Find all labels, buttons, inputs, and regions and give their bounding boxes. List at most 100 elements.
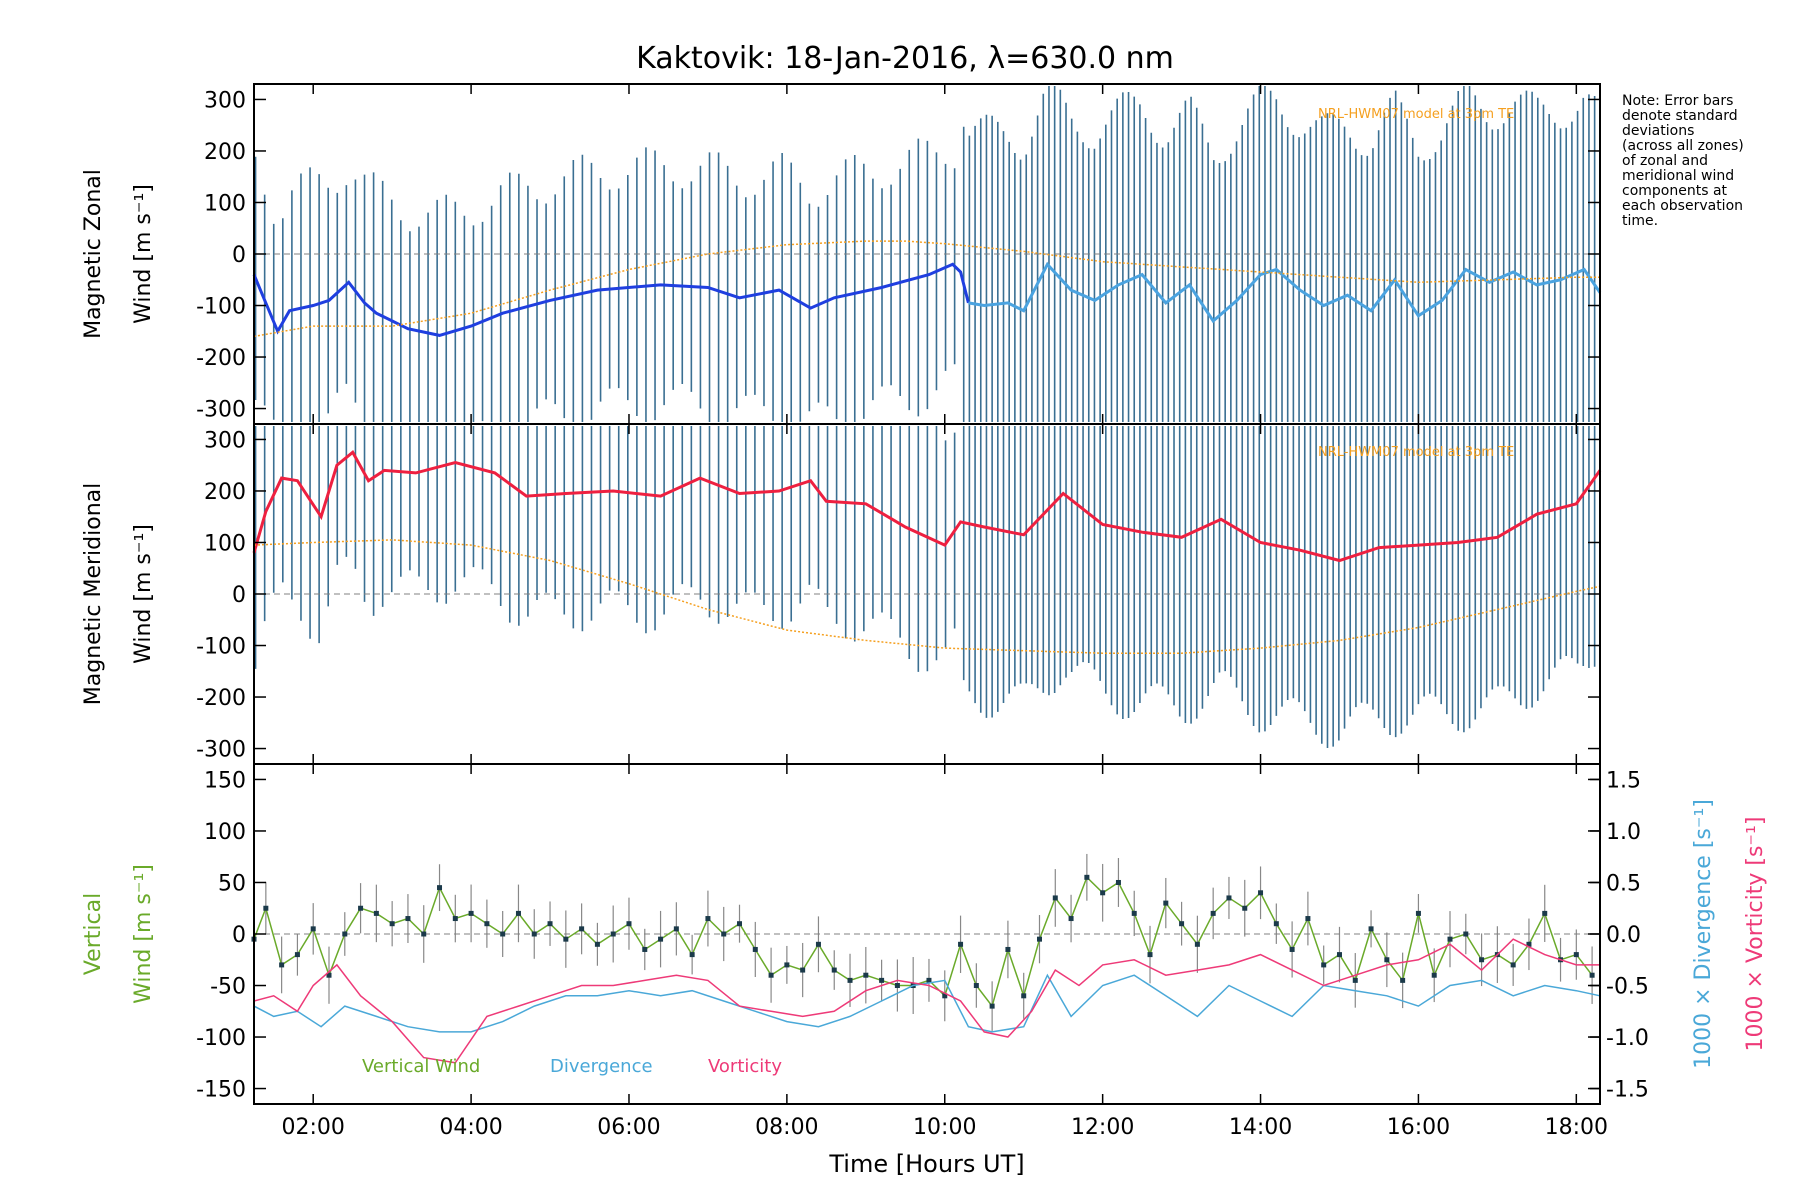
vertical-wind-point [737, 921, 743, 927]
y-tick-label: -200 [196, 346, 246, 371]
legend-vorticity: Vorticity [708, 1056, 782, 1077]
vertical-wind-point [1005, 946, 1011, 952]
y-tick-label: 50 [218, 871, 246, 896]
series-line-nrl-hwm07-model [253, 240, 1600, 338]
vertical-wind-point [452, 916, 458, 922]
vertical-ylabel-line1: Vertical [81, 893, 106, 975]
vertical-wind-point [1526, 941, 1532, 947]
y2-tick-label: 1.5 [1606, 768, 1641, 793]
vertical-wind-point [1036, 936, 1042, 942]
vertical-wind-point [1321, 962, 1327, 968]
vertical-wind-point [642, 946, 648, 952]
vertical-wind-point [1384, 957, 1390, 963]
vertical-wind-point [1242, 905, 1248, 911]
vertical-wind-point [1479, 957, 1485, 963]
series-line-divergence [253, 973, 1601, 1033]
vertical-wind-point [263, 905, 269, 911]
panel-zonal: -300 -200 -100 0 100 200 300 NRL-HWM07 model a… [81, 83, 1602, 425]
meridional-ylabel-line2: Wind [m s⁻¹] [131, 524, 156, 664]
series-line-nrl-hwm07-model [253, 539, 1601, 654]
y2-tick-label: 1.0 [1606, 820, 1641, 845]
vertical-wind-point [1573, 952, 1579, 958]
zonal-series-lines [252, 240, 1602, 338]
x-tick-label: 14:00 [1229, 1115, 1292, 1140]
y-tick-label: -200 [196, 686, 246, 711]
vertical-wind-point [1100, 890, 1106, 896]
vertical-y2-ticks: -1.5 -1.0 -0.5 0.0 0.5 1.0 1.5 [1590, 768, 1649, 1103]
y-tick-label: -150 [196, 1078, 246, 1103]
series-line-vorticity [253, 938, 1600, 1064]
vertical-wind-point [421, 931, 427, 937]
y2-tick-label: 0.5 [1606, 871, 1641, 896]
vertical-wind-point [1131, 910, 1137, 916]
error-bar-note: Note: Error bars denote standard deviati… [1622, 93, 1744, 229]
x-tick-label: 18:00 [1545, 1115, 1608, 1140]
vertical-wind-point [926, 977, 932, 983]
x-tick-label: 10:00 [913, 1115, 976, 1140]
vertical-wind-point [326, 972, 332, 978]
series-line-wind-0 [252, 450, 1602, 563]
vertical-wind-point [563, 936, 569, 942]
vertical-wind-point [1273, 921, 1279, 927]
y2-tick-label: -1.0 [1606, 1026, 1649, 1051]
series-line-wind-1 [968, 261, 1602, 324]
vertical-wind-point [1336, 952, 1342, 958]
vertical-wind-point [1147, 952, 1153, 958]
y-tick-label: -100 [196, 295, 246, 320]
vertical-y-ticks: -150 -100 -50 0 50 100 150 [196, 768, 1600, 1103]
y-tick-label: -100 [196, 1026, 246, 1051]
vertical-error-bars [253, 853, 1593, 1031]
vertical-wind-point [800, 967, 806, 973]
vertical-wind-point [942, 993, 948, 999]
y-tick-label: 100 [204, 191, 246, 216]
vertical-wind-point [594, 941, 600, 947]
vertical-wind-point [437, 885, 443, 891]
vertical-wind-point [1084, 874, 1090, 880]
vertical-wind-point [468, 910, 474, 916]
vertical-wind-point [294, 952, 300, 958]
vertical-wind-point [1210, 910, 1216, 916]
vertical-wind-point [515, 910, 521, 916]
vertical-wind-point [1463, 931, 1469, 937]
vertical-wind-point [1179, 921, 1185, 927]
zonal-y-ticks: -300 -200 -100 0 100 200 300 [196, 88, 1600, 423]
y-tick-label: 100 [204, 531, 246, 556]
vertical-wind-point [484, 921, 490, 927]
vertical-wind-point [863, 972, 869, 978]
vertical-wind-point [579, 926, 585, 932]
vertical-series-lines [251, 874, 1601, 1064]
vertical-wind-point [721, 931, 727, 937]
vertical-wind-point [1289, 946, 1295, 952]
vertical-wind-point [989, 1003, 995, 1009]
vertical-wind-point [626, 921, 632, 927]
vorticity-axis-label: 1000 × Vorticity [s⁻¹] [1743, 817, 1768, 1052]
vertical-wind-point [1258, 890, 1264, 896]
vertical-wind-point [689, 952, 695, 958]
y-tick-label: -100 [196, 635, 246, 660]
vertical-wind-point [1589, 972, 1595, 978]
vertical-wind-point [310, 926, 316, 932]
vertical-wind-point [1542, 910, 1548, 916]
vertical-wind-point [1510, 962, 1516, 968]
vertical-wind-point [705, 916, 711, 922]
series-line-vertical-wind [253, 875, 1593, 1008]
vertical-wind-point [658, 936, 664, 942]
vertical-wind-point [1194, 941, 1200, 947]
vertical-wind-point [358, 905, 364, 911]
vertical-ylabel-line2: Wind [m s⁻¹] [131, 864, 156, 1004]
vertical-wind-point [1368, 926, 1374, 932]
vertical-wind-point [279, 962, 285, 968]
y-tick-label: 200 [204, 480, 246, 505]
vertical-wind-point [531, 931, 537, 937]
vertical-wind-point [405, 916, 411, 922]
y-tick-label: -300 [196, 738, 246, 763]
x-tick-label: 08:00 [755, 1115, 818, 1140]
y2-tick-label: -0.5 [1606, 975, 1649, 1000]
zonal-ylabel-line2: Wind [m s⁻¹] [131, 184, 156, 324]
vertical-wind-point [894, 983, 900, 989]
x-tick-label: 02:00 [282, 1115, 345, 1140]
series-line-wind-0 [252, 262, 970, 337]
meridional-series-lines [252, 450, 1602, 654]
vertical-wind-point [831, 967, 837, 973]
meridional-error-bars [254, 426, 1596, 748]
